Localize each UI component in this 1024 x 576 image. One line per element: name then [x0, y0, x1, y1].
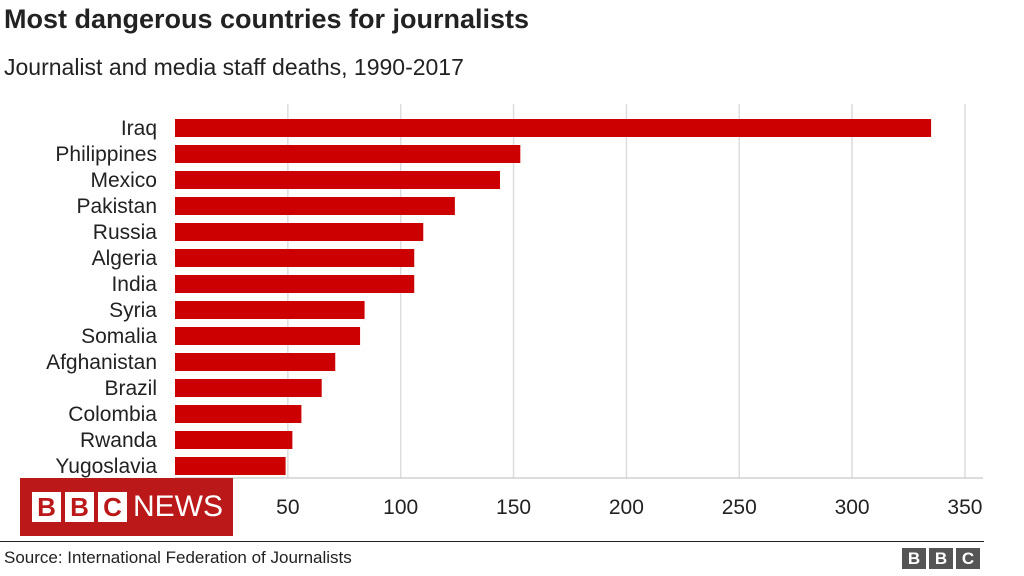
bar-brazil — [175, 379, 322, 397]
chart-title: Most dangerous countries for journalists — [4, 4, 530, 34]
bar-pakistan — [175, 197, 455, 215]
category-label-mexico: Mexico — [90, 169, 157, 192]
category-label-somalia: Somalia — [81, 325, 157, 348]
news-word: NEWS — [133, 490, 223, 523]
category-label-pakistan: Pakistan — [76, 195, 157, 218]
category-label-brazil: Brazil — [104, 377, 157, 400]
category-label-syria: Syria — [109, 299, 157, 322]
bar-colombia — [175, 405, 302, 423]
category-label-colombia: Colombia — [68, 403, 157, 426]
bar-yugoslavia — [175, 457, 286, 475]
source-note: Source: International Federation of Jour… — [4, 548, 352, 567]
bar-philippines — [175, 145, 521, 163]
category-label-india: India — [111, 273, 157, 296]
category-label-afghanistan: Afghanistan — [46, 351, 157, 374]
category-label-philippines: Philippines — [55, 143, 157, 166]
x-tick-label-100: 100 — [383, 496, 418, 519]
bbc-news-logo: B B C NEWS — [20, 478, 233, 536]
x-tick-label-350: 350 — [947, 496, 982, 519]
category-label-algeria: Algeria — [92, 247, 158, 270]
bbc-letter-b1: B — [32, 492, 61, 522]
x-tick-label-150: 150 — [496, 496, 531, 519]
category-label-russia: Russia — [93, 221, 158, 244]
footer-letter-c: C — [956, 548, 980, 569]
bar-algeria — [175, 249, 415, 267]
footer-letter-b2: B — [929, 548, 953, 569]
category-label-iraq: Iraq — [121, 117, 157, 140]
bar-mexico — [175, 171, 501, 189]
bbc-letter-b2: B — [65, 492, 94, 522]
bar-india — [175, 275, 415, 293]
bbc-footer-logo: B B C — [902, 548, 980, 569]
bar-syria — [175, 301, 365, 319]
chart-subtitle: Journalist and media staff deaths, 1990-… — [4, 54, 464, 80]
bar-russia — [175, 223, 424, 241]
bar-rwanda — [175, 431, 293, 449]
x-tick-label-50: 50 — [276, 496, 299, 519]
bar-somalia — [175, 327, 361, 345]
bar-iraq — [175, 119, 932, 137]
category-label-yugoslavia: Yugoslavia — [55, 455, 157, 478]
category-label-rwanda: Rwanda — [80, 429, 157, 452]
footer-divider — [0, 541, 984, 542]
x-tick-label-250: 250 — [722, 496, 757, 519]
footer-letter-b1: B — [902, 548, 926, 569]
bbc-letter-c: C — [98, 492, 127, 522]
x-tick-label-200: 200 — [609, 496, 644, 519]
x-tick-label-300: 300 — [835, 496, 870, 519]
bar-afghanistan — [175, 353, 336, 371]
